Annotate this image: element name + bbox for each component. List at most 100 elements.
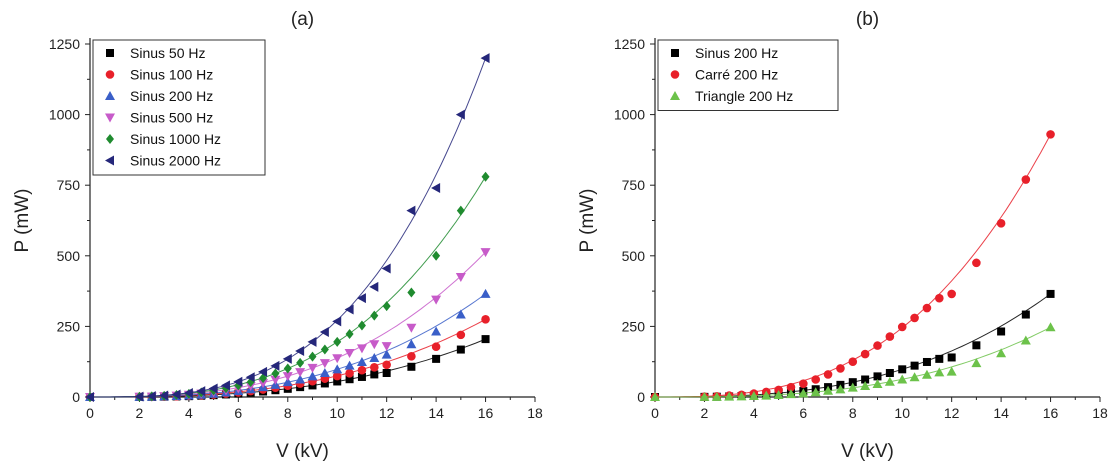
data-point — [897, 374, 908, 384]
data-point — [873, 341, 882, 350]
data-point — [996, 348, 1007, 358]
legend-box — [92, 39, 266, 176]
data-point — [910, 313, 919, 323]
y-tick-label: 500 — [622, 248, 646, 264]
data-point — [171, 389, 181, 400]
data-point — [406, 339, 417, 349]
data-point — [283, 363, 292, 374]
data-point — [1046, 130, 1055, 139]
data-point — [208, 383, 218, 394]
x-tick-label: 14 — [428, 405, 444, 421]
data-point — [748, 391, 759, 401]
data-point — [332, 354, 343, 364]
data-point — [848, 357, 858, 367]
x-tick-label: 2 — [136, 405, 144, 421]
y-tick-label: 250 — [57, 318, 81, 334]
data-point — [480, 248, 491, 258]
data-point — [456, 345, 465, 354]
data-point — [220, 380, 230, 391]
data-point — [922, 357, 931, 366]
data-point — [811, 375, 820, 384]
data-point — [885, 332, 895, 341]
data-point — [799, 379, 808, 389]
data-point — [370, 370, 379, 379]
data-point — [455, 309, 466, 319]
data-point — [406, 205, 416, 216]
y-tick-label: 1250 — [614, 36, 645, 52]
data-point — [381, 263, 391, 274]
data-point — [344, 348, 355, 358]
data-point — [307, 363, 318, 373]
data-point — [85, 392, 94, 402]
data-point — [233, 376, 243, 387]
data-point — [455, 272, 466, 282]
data-point — [431, 183, 441, 194]
data-point — [271, 368, 280, 379]
data-point — [332, 364, 343, 374]
y-tick-label: 1000 — [614, 107, 645, 123]
data-point — [357, 365, 367, 375]
data-point — [407, 362, 416, 371]
data-point — [369, 353, 380, 363]
data-point — [332, 316, 342, 327]
data-point — [270, 375, 281, 385]
data-point — [333, 336, 342, 347]
data-point — [319, 367, 330, 377]
data-point — [381, 349, 392, 359]
data-point — [369, 340, 380, 350]
data-point — [898, 365, 907, 374]
data-point — [356, 293, 366, 304]
data-point — [972, 258, 981, 268]
x-tick-label: 8 — [284, 405, 292, 421]
legend-entry: Carré 200 Hz — [695, 67, 778, 83]
y-tick-label: 0 — [637, 389, 645, 405]
x-tick-label: 4 — [750, 405, 758, 421]
legend-marker — [671, 49, 679, 57]
legend-entry: Sinus 200 Hz — [695, 45, 778, 61]
data-point — [699, 391, 710, 401]
legend-entry: Sinus 50 Hz — [130, 45, 205, 61]
data-point — [823, 385, 834, 395]
data-point — [431, 326, 442, 336]
x-tick-label: 0 — [651, 405, 659, 421]
data-point — [785, 389, 796, 399]
legend-entry: Sinus 1000 Hz — [130, 131, 221, 147]
data-point — [307, 371, 318, 381]
x-tick-label: 10 — [329, 405, 345, 421]
data-point — [650, 392, 660, 401]
legend-entry: Triangle 200 Hz — [695, 88, 793, 104]
x-tick-label: 16 — [1043, 405, 1059, 421]
data-point — [319, 327, 329, 338]
data-point — [345, 375, 354, 384]
legend-marker — [105, 155, 114, 166]
data-point — [885, 368, 894, 377]
data-point — [1045, 322, 1056, 332]
data-point — [774, 385, 783, 395]
data-point — [295, 374, 306, 384]
legend-marker — [670, 70, 680, 79]
data-point — [773, 390, 784, 400]
data-point — [480, 53, 490, 64]
data-point — [897, 322, 907, 332]
data-point — [406, 323, 417, 333]
data-point — [480, 288, 491, 298]
y-tick-label: 750 — [57, 177, 81, 193]
data-point — [456, 205, 465, 216]
legend-entry: Sinus 200 Hz — [130, 88, 213, 104]
data-point — [432, 354, 441, 363]
data-point — [946, 366, 957, 376]
data-point — [159, 390, 169, 401]
data-point — [282, 372, 293, 382]
data-point — [873, 372, 882, 381]
data-point — [381, 342, 392, 352]
data-point — [997, 327, 1006, 336]
data-point — [356, 344, 367, 354]
y-tick-label: 500 — [57, 248, 81, 264]
data-point — [344, 360, 355, 370]
data-point — [711, 391, 722, 401]
data-point — [344, 304, 354, 315]
data-point — [909, 372, 920, 382]
y-axis-label: P (mW) — [577, 188, 598, 252]
data-point — [455, 109, 465, 120]
